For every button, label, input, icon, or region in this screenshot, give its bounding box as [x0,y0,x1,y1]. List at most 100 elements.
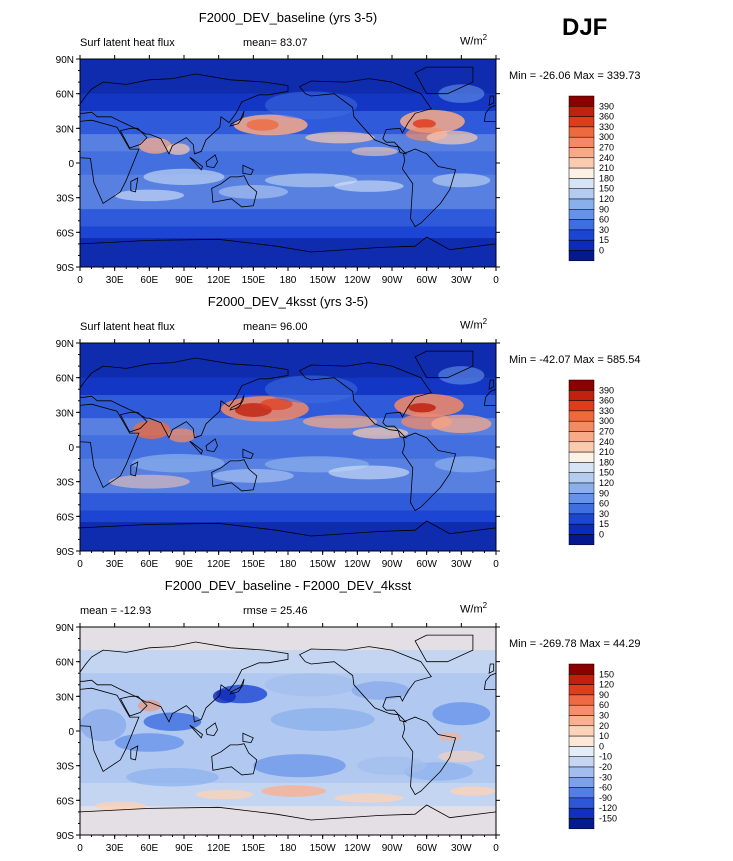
field-contour [95,801,146,811]
panel-title: F2000_DEV_baseline - F2000_DEV_4ksst [164,578,412,593]
colorbar-level-label: 120 [599,680,614,690]
coastline [189,156,203,171]
colorbar-level-label: 150 [599,184,614,194]
min-max-label: Min = -26.06 Max = 339.73 [509,70,641,82]
lon-tick-label: 90W [382,275,403,286]
colorbar-box [568,663,595,675]
field-contour [195,789,254,800]
lon-tick-label: 120W [344,275,371,286]
min-max-label: Min = -269.78 Max = 44.29 [509,638,641,650]
lat-tick-label: 60S [56,796,74,807]
colorbar-box [568,462,595,473]
coastline [298,362,432,439]
coastline [488,95,495,106]
panel-title: F2000_DEV_baseline (yrs 3-5) [198,10,378,25]
lon-tick-label: 0 [77,559,83,570]
colorbar-box [568,472,595,484]
field-contour [357,756,427,775]
coastline [298,78,432,155]
colorbar-level-label: 120 [599,478,614,488]
lat-tick-label: 60S [56,228,74,239]
lat-tick-label: 90S [56,263,74,274]
colorbar-level-label: -150 [599,814,617,824]
colorbar-box [568,239,595,251]
colorbar-level-label: 210 [599,447,614,457]
colorbar-level-label: 30 [599,509,609,519]
coastline [80,804,496,835]
lon-tick-label: 60W [416,275,437,286]
colorbar-box [568,694,595,706]
colorbar-level-label: 90 [599,204,609,214]
field-contour [143,712,202,731]
coastline [414,66,474,95]
lat-tick-label: 30N [56,408,74,419]
rmse-label: rmse = 25.46 [243,605,308,617]
field-contour [426,130,478,145]
coastline [80,236,496,267]
field-contour [449,786,496,796]
field-contour [431,414,492,434]
field-contour [264,375,358,404]
lon-tick-label: 60E [140,843,158,854]
colorbar-level-label: -30 [599,772,612,782]
colorbar-box [568,493,595,504]
field-contour [126,767,219,787]
field-contour [132,453,225,473]
coastline [488,663,495,674]
colorbar-level-label: 15 [599,519,609,529]
coastline [229,110,245,127]
colorbar-box [568,674,595,685]
colorbar-level-label: 90 [599,690,609,700]
field-contour [114,733,184,752]
units-exponent: 2 [482,317,488,326]
latitude-band [80,209,496,227]
lon-tick-label: 30W [451,275,472,286]
colorbar-box [568,735,595,747]
lon-tick-label: 30E [106,559,124,570]
colorbar-level-label: 0 [599,246,604,256]
lon-tick-label: 60W [416,843,437,854]
colorbar-box [568,523,595,535]
lon-tick-label: 0 [77,275,83,286]
coastline [189,440,203,455]
field-contour [166,143,190,155]
colorbar-box [568,400,595,412]
coastline [401,432,457,512]
field-contour [408,403,436,413]
coastline [189,724,203,739]
mean-label: mean= 96.00 [243,321,308,333]
lon-tick-label: 30W [451,843,472,854]
field-contour [264,91,358,120]
field-contour [212,468,294,483]
coastline [211,743,258,776]
field-contour [438,84,485,103]
lon-tick-label: 150E [242,843,266,854]
lat-tick-label: 30S [56,194,74,205]
field-contour [438,366,485,385]
units-label: W/m2 [460,601,487,616]
latitude-band [80,435,496,459]
lon-tick-label: 0 [493,275,499,286]
lat-tick-label: 30S [56,762,74,773]
lon-tick-label: 0 [493,843,499,854]
colorbar-box [568,534,595,546]
colorbar-box [568,725,595,737]
lat-tick-label: 90S [56,831,74,842]
colorbar-box [568,807,595,819]
latitude-band [80,238,496,267]
colorbar-level-label: 120 [599,194,614,204]
colorbar-box [568,379,595,391]
field-contour [351,681,410,700]
latitude-band [80,226,496,239]
coastline [483,672,496,690]
colorbar-level-label: 300 [599,416,614,426]
colorbar-level-label: 360 [599,396,614,406]
colorbar-box [568,704,595,716]
colorbar-box [568,756,595,768]
field-contour [305,131,375,144]
units-label: W/m2 [460,33,487,48]
coastline [119,411,148,433]
colorbar-box [568,451,595,463]
